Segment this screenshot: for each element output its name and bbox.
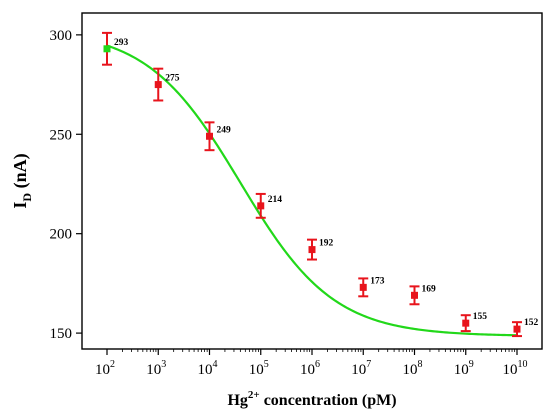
x-tick-exponent-3: 5 — [264, 359, 269, 370]
x-axis-ticks: 102 103 104 105 106 107 108 109 1010 — [95, 349, 528, 378]
x-tick-exponent-8: 10 — [518, 359, 528, 370]
x-tick-label-7: 109 — [454, 359, 474, 378]
x-tick-exponent-4: 6 — [315, 359, 320, 370]
data-label-2: 249 — [217, 125, 232, 135]
y-tick-label-1: 200 — [50, 227, 73, 243]
data-point-7 — [462, 319, 470, 327]
data-point-3 — [257, 202, 265, 210]
x-tick-base-6: 10 — [403, 362, 418, 378]
x-tick-base-0: 10 — [95, 362, 110, 378]
data-point-5 — [359, 283, 367, 291]
x-tick-base-1: 10 — [146, 362, 161, 378]
y-tick-label-3: 300 — [50, 28, 73, 44]
data-point-8 — [513, 325, 521, 333]
x-axis-title-base: Hg — [227, 392, 247, 409]
data-label-7: 155 — [473, 312, 488, 322]
y-tick-label-2: 250 — [50, 127, 73, 143]
x-tick-label-1: 103 — [146, 359, 166, 378]
x-axis-title: Hg2+ concentration (pM) — [227, 389, 396, 409]
x-tick-exponent-1: 3 — [161, 359, 166, 370]
x-axis-minor-ticks — [122, 349, 516, 352]
y-axis-title-main: I — [10, 202, 30, 209]
data-labels: 293 275 249 214 192 173 169 155 152 — [114, 38, 539, 328]
x-tick-exponent-0: 2 — [110, 359, 115, 370]
data-point-6 — [411, 291, 418, 299]
x-tick-label-3: 105 — [249, 359, 269, 378]
x-tick-base-4: 10 — [300, 362, 315, 378]
data-markers — [103, 45, 521, 333]
y-axis-title-rest: (nA) — [10, 153, 31, 193]
data-label-1: 275 — [165, 74, 180, 84]
x-tick-exponent-6: 8 — [418, 359, 423, 370]
x-tick-label-4: 106 — [300, 359, 320, 378]
x-tick-base-7: 10 — [454, 362, 469, 378]
x-axis-title-rest: concentration (pM) — [260, 392, 397, 409]
data-point-0 — [103, 45, 111, 53]
y-axis-title-subscript: D — [20, 193, 34, 202]
data-label-8: 152 — [524, 318, 539, 328]
y-axis-ticks: 150 200 250 300 — [50, 28, 82, 342]
x-tick-label-5: 107 — [351, 359, 371, 378]
data-label-3: 214 — [268, 195, 283, 205]
x-tick-base-2: 10 — [198, 362, 213, 378]
x-tick-label-8: 1010 — [503, 359, 528, 378]
x-tick-exponent-2: 4 — [213, 359, 218, 370]
x-tick-base-3: 10 — [249, 362, 264, 378]
x-axis-title-superscript: 2+ — [248, 389, 260, 401]
data-label-5: 173 — [370, 276, 385, 286]
y-axis-title: ID (nA) — [10, 153, 34, 208]
data-label-0: 293 — [114, 38, 129, 48]
plot-frame — [81, 12, 543, 350]
x-tick-base-8: 10 — [503, 362, 518, 378]
fit-curve — [106, 44, 518, 337]
x-tick-exponent-7: 9 — [469, 359, 474, 370]
x-tick-label-6: 108 — [403, 359, 423, 378]
x-tick-exponent-5: 7 — [366, 359, 371, 370]
x-tick-label-0: 102 — [95, 359, 115, 378]
data-point-1 — [154, 81, 162, 89]
data-point-2 — [206, 132, 213, 140]
data-label-6: 169 — [422, 284, 437, 294]
y-tick-label-0: 150 — [50, 326, 73, 342]
x-tick-base-5: 10 — [351, 362, 366, 378]
data-point-4 — [308, 246, 316, 254]
data-label-4: 192 — [319, 239, 334, 249]
x-tick-label-2: 104 — [198, 359, 218, 378]
